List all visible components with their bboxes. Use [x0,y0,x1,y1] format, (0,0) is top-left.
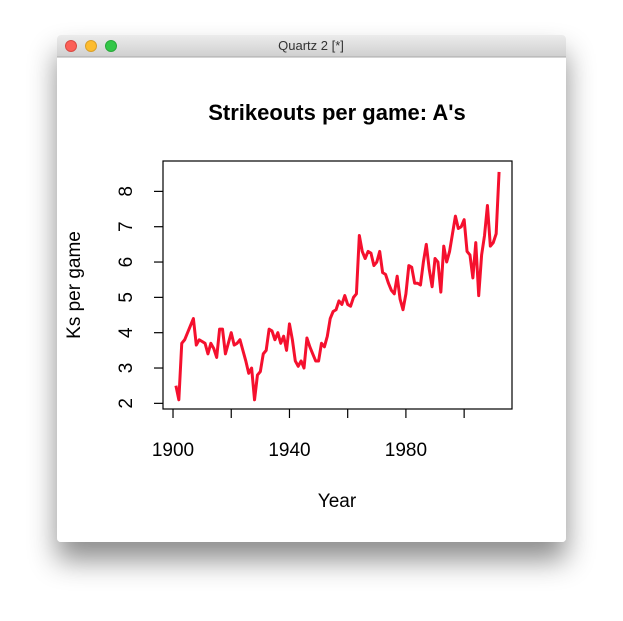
x-tick-label: 1940 [268,440,310,461]
y-tick-label: 8 [116,186,137,197]
plot: Strikeouts per game: A's Year Ks per gam… [64,100,513,512]
plot-box [162,160,513,410]
y-tick-label: 5 [116,292,137,303]
y-axis-label: Ks per game [64,231,85,339]
minimize-button[interactable] [85,40,97,52]
y-tick-label: 4 [116,327,137,338]
x-tick-label: 1900 [152,440,194,461]
y-tick-label: 3 [116,363,137,374]
data-line [174,171,501,402]
window-title: Quartz 2 [*] [278,38,344,53]
window: Quartz 2 [*] [57,35,566,542]
zoom-button[interactable] [105,40,117,52]
y-tick-label: 6 [116,257,137,268]
close-button[interactable] [65,40,77,52]
window-frame [57,35,566,542]
y-tick-label: 2 [116,398,137,409]
x-tick-label: 1980 [385,440,427,461]
chart-title: Strikeouts per game: A's [208,100,466,125]
title-bar [57,35,566,57]
x-axis-label: Year [318,491,357,512]
y-tick-label: 7 [116,221,137,232]
